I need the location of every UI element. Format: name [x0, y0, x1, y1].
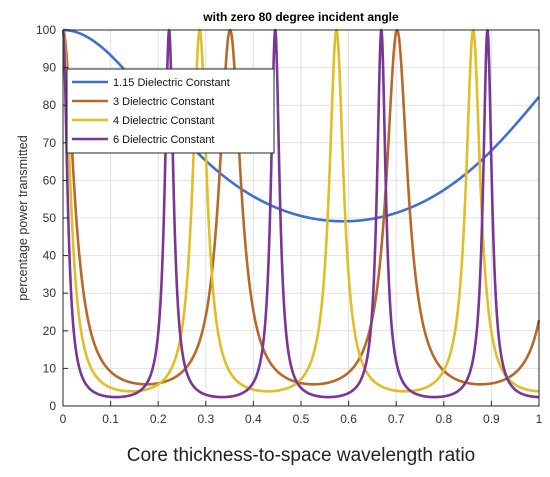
chart-title: with zero 80 degree incident angle: [202, 10, 399, 24]
y-tick-label: 80: [43, 98, 57, 112]
y-tick-label: 60: [43, 173, 57, 187]
x-tick-label: 0: [60, 412, 67, 426]
legend-entry: 1.15 Dielectric Constant: [113, 77, 230, 89]
y-tick-label: 100: [36, 23, 56, 37]
y-tick-label: 90: [43, 61, 57, 75]
y-tick-label: 70: [43, 136, 57, 150]
x-tick-label: 0.3: [197, 412, 214, 426]
x-axis-ticks: 0 0.1 0.2 0.3 0.4 0.5 0.6 0.7 0.8 0.9 1: [60, 401, 543, 426]
x-tick-label: 0.2: [150, 412, 167, 426]
y-axis-ticks: 0 10 20 30 40 50 60 70 80 90 100: [36, 23, 68, 413]
y-axis-label: percentage power transmitted: [16, 135, 30, 300]
y-tick-label: 40: [43, 249, 57, 263]
x-tick-label: 0.9: [483, 412, 500, 426]
y-tick-label: 0: [49, 399, 56, 413]
legend-entry: 6 Dielectric Constant: [113, 134, 215, 146]
series-line-2: [62, 28, 541, 386]
y-tick-label: 20: [43, 324, 57, 338]
y-tick-label: 10: [43, 361, 57, 375]
x-axis-label: Core thickness-to-space wavelength ratio: [127, 445, 476, 466]
legend-entry: 3 Dielectric Constant: [113, 96, 215, 108]
y-tick-label: 50: [43, 211, 57, 225]
legend-entry: 4 Dielectric Constant: [113, 115, 215, 127]
x-tick-label: 0.5: [293, 412, 310, 426]
y-tick-label: 30: [43, 286, 57, 300]
x-tick-label: 0.1: [102, 412, 119, 426]
x-tick-label: 0.8: [435, 412, 452, 426]
legend: 1.15 Dielectric Constant 3 Dielectric Con…: [66, 68, 275, 154]
series-line-4: [61, 28, 540, 399]
x-tick-label: 0.7: [388, 412, 405, 426]
x-tick-label: 1: [536, 412, 543, 426]
x-tick-label: 0.6: [340, 412, 357, 426]
x-tick-label: 0.4: [245, 412, 262, 426]
